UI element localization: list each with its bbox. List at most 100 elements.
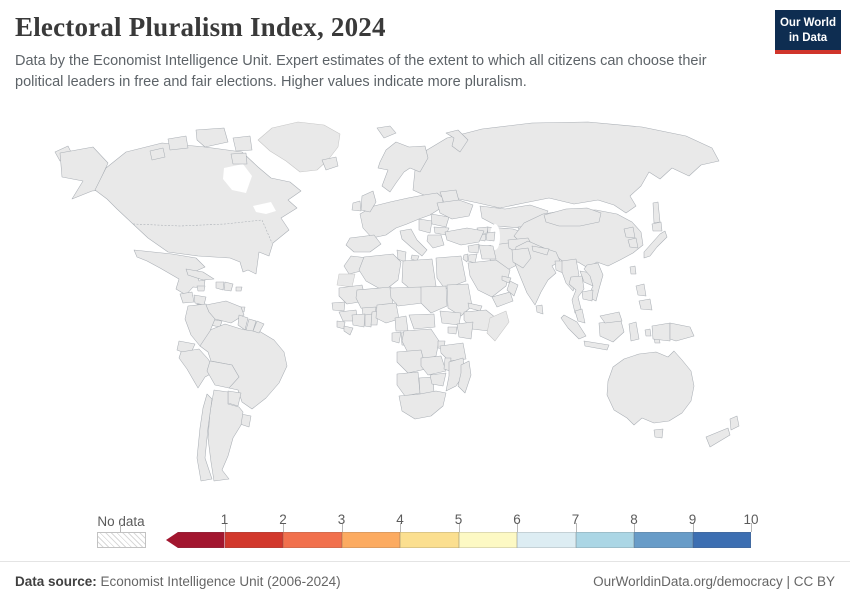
world-map[interactable] (0, 103, 850, 505)
country-australia[interactable] (606, 350, 695, 426)
country-philippines[interactable] (635, 283, 647, 297)
country-sri-lanka[interactable] (535, 304, 544, 315)
country-bolivia[interactable] (206, 360, 240, 389)
owid-logo[interactable]: Our World in Data (775, 10, 841, 55)
legend-bin-5[interactable] (400, 532, 459, 548)
country-niger[interactable] (389, 286, 424, 307)
country-south-sudan[interactable] (439, 310, 462, 326)
country-kenya[interactable] (456, 321, 474, 340)
country-south-korea[interactable] (627, 237, 639, 249)
country-iceland[interactable] (321, 156, 339, 171)
country-turkey[interactable] (444, 227, 485, 246)
country-papua-new-guinea[interactable] (669, 322, 695, 342)
country-syria[interactable] (467, 243, 480, 254)
country-uk[interactable] (360, 190, 377, 213)
country-new-zealand[interactable] (705, 427, 731, 448)
country-guatemala[interactable] (179, 291, 195, 304)
country-angola[interactable] (396, 349, 427, 374)
country-romania[interactable] (430, 213, 450, 228)
country-iraq[interactable] (478, 244, 497, 260)
legend-bin-1[interactable] (166, 532, 225, 548)
country-novaya-zemlya[interactable] (445, 129, 469, 153)
country-south-africa[interactable] (398, 390, 447, 420)
country-thailand[interactable] (568, 275, 585, 314)
country-zimbabwe[interactable] (429, 372, 447, 387)
country-arctic-island[interactable] (230, 152, 248, 165)
footer-link[interactable]: OurWorldinData.org/democracy | CC BY (593, 573, 835, 589)
legend-bin-6[interactable] (458, 532, 517, 548)
country-mongolia[interactable] (543, 207, 602, 227)
country-cote-divoire[interactable] (351, 313, 366, 328)
country-central-african-republic[interactable] (408, 313, 436, 330)
country-russia[interactable] (412, 121, 720, 214)
country-north-korea[interactable] (623, 226, 636, 239)
country-arctic-island[interactable] (195, 127, 229, 148)
country-iberia[interactable] (345, 234, 382, 253)
country-scandinavia[interactable] (377, 141, 429, 193)
country-chile[interactable] (196, 393, 213, 482)
country-mozambique[interactable] (445, 357, 466, 392)
country-malaysia-peninsular[interactable] (574, 308, 586, 324)
country-japan[interactable] (643, 230, 668, 259)
country-greenland[interactable] (257, 121, 341, 173)
country-cuba[interactable] (185, 268, 215, 281)
country-honduras[interactable] (193, 294, 207, 306)
country-java[interactable] (583, 340, 610, 351)
country-sulawesi[interactable] (628, 321, 640, 342)
country-venezuela[interactable] (205, 300, 245, 324)
country-sudan[interactable] (446, 283, 473, 317)
country-french-guiana[interactable] (252, 320, 265, 334)
country-namibia[interactable] (396, 371, 421, 397)
country-oman[interactable] (506, 280, 519, 297)
country-guyana[interactable] (237, 314, 249, 331)
country-chad[interactable] (420, 285, 448, 314)
country-madagascar[interactable] (457, 360, 472, 394)
country-kalimantan[interactable] (598, 320, 625, 343)
legend-bin-3[interactable] (283, 532, 342, 548)
country-cambodia[interactable] (581, 289, 594, 302)
country-gabon[interactable] (391, 331, 402, 344)
country-tasmania[interactable] (653, 428, 664, 439)
country-sumatra[interactable] (560, 314, 587, 340)
country-japan[interactable] (651, 221, 663, 232)
country-senegal[interactable] (331, 301, 346, 312)
country-philippines[interactable] (638, 298, 653, 311)
country-peru[interactable] (178, 348, 217, 389)
legend-bin-2[interactable] (224, 532, 283, 548)
country-nepal[interactable] (531, 245, 550, 256)
country-puerto-rico[interactable] (235, 286, 243, 292)
country-west-papua[interactable] (651, 322, 671, 342)
country-yemen[interactable] (491, 291, 514, 308)
legend-bin-9[interactable] (634, 532, 693, 548)
country-western-sahara[interactable] (336, 273, 356, 288)
country-paraguay[interactable] (227, 390, 242, 407)
no-data-swatch[interactable] (97, 532, 146, 548)
country-arctic-island[interactable] (232, 135, 253, 152)
country-greece[interactable] (426, 234, 445, 249)
country-europe-main[interactable] (359, 192, 444, 239)
country-dominican-republic[interactable] (223, 281, 234, 292)
country-azerbaijan[interactable] (485, 231, 496, 242)
country-liberia[interactable] (343, 325, 354, 336)
country-svalbard[interactable] (376, 125, 397, 139)
country-saudi-arabia[interactable] (467, 259, 511, 298)
country-somalia[interactable] (486, 310, 510, 342)
legend-bin-7[interactable] (517, 532, 576, 548)
country-balkans[interactable] (418, 218, 433, 234)
country-sakhalin[interactable] (652, 201, 661, 224)
legend-bin-10[interactable] (692, 532, 751, 548)
country-italy[interactable] (399, 228, 428, 257)
country-arctic-island[interactable] (149, 147, 166, 161)
country-taiwan[interactable] (629, 265, 637, 275)
country-argentina[interactable] (207, 389, 244, 482)
country-nigeria[interactable] (375, 302, 400, 324)
country-zambia[interactable] (420, 355, 447, 376)
legend-bin-8[interactable] (575, 532, 634, 548)
country-haiti[interactable] (215, 281, 225, 291)
country-jamaica[interactable] (196, 285, 206, 292)
country-ukraine[interactable] (436, 199, 474, 220)
country-malaysia-borneo[interactable] (599, 311, 623, 324)
country-arctic-island[interactable] (167, 135, 189, 151)
legend-bin-4[interactable] (341, 532, 400, 548)
country-algeria[interactable] (358, 253, 402, 292)
